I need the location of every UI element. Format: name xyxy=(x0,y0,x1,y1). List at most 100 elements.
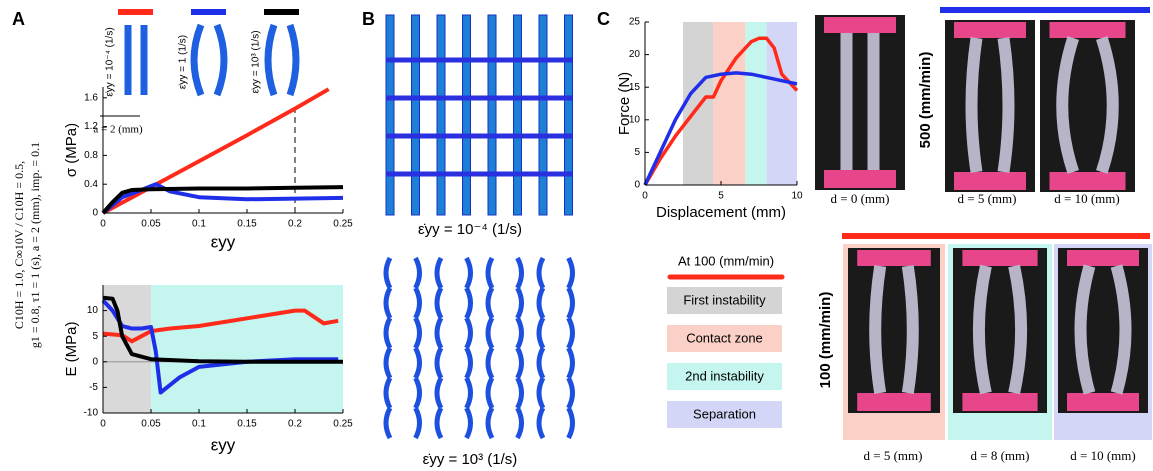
clamp xyxy=(824,170,896,188)
series-line xyxy=(102,295,343,364)
lattice-wave xyxy=(413,256,422,440)
legend-label: Contact zone xyxy=(686,330,763,345)
x-tick-label: 0 xyxy=(100,219,106,230)
beam xyxy=(1110,264,1132,395)
y-axis-label: E (MPa) xyxy=(63,321,80,376)
y-tick-label: 5 xyxy=(92,331,98,342)
beam xyxy=(997,37,1015,173)
x-tick-label: 0.25 xyxy=(333,419,353,430)
y-tick-label: 0 xyxy=(92,356,98,367)
x-axis-label: Displacement (mm) xyxy=(656,204,786,221)
photo-bg xyxy=(1058,248,1148,413)
lattice-wave xyxy=(464,256,473,440)
x-axis-label: εyy xyxy=(211,232,236,251)
lattice-strut xyxy=(564,14,573,216)
series-line xyxy=(643,71,798,186)
y-tick-label: -10 xyxy=(84,408,99,419)
inset-beam xyxy=(190,23,205,97)
lattice-wave xyxy=(536,256,546,440)
lattice-strut xyxy=(513,14,522,216)
clamp xyxy=(954,22,1026,38)
x-tick-label: 0.25 xyxy=(333,219,353,230)
legend-label: First instability xyxy=(683,292,766,307)
y-tick-label: 1.6 xyxy=(84,92,98,103)
legend-label: At 100 (mm/min) xyxy=(678,253,774,268)
y-tick-label: 15 xyxy=(629,82,641,93)
legend-box xyxy=(667,287,782,314)
legend-label: ε̇yy = 10⁻⁴ (1/s) xyxy=(105,27,116,96)
series-line xyxy=(102,308,339,344)
region xyxy=(151,285,343,413)
legend-label: ε̇yy = 1 (1/s) xyxy=(178,35,189,89)
y-tick-label: 10 xyxy=(87,305,99,316)
lattice-label: ε̇yy = 10³ (1/s) xyxy=(423,451,518,468)
x-axis-label: εyy xyxy=(211,435,236,454)
lattice-strut xyxy=(385,14,395,216)
lattice-strut xyxy=(462,14,471,216)
photo-bg xyxy=(945,20,1035,192)
legend-box xyxy=(667,401,782,428)
clamp xyxy=(954,172,1026,190)
beam xyxy=(972,264,992,395)
beam xyxy=(1008,264,1028,395)
lattice-label: ε̇yy = 10⁻⁴ (1/s) xyxy=(418,221,522,238)
x-tick-label: 5 xyxy=(718,191,724,202)
photo-caption: d = 10 (mm) xyxy=(1070,448,1135,463)
y-tick-label: 1.2 xyxy=(84,121,98,132)
x-tick-label: 0.2 xyxy=(288,219,302,230)
legend-label: Separation xyxy=(693,406,756,421)
lattice-strut xyxy=(386,57,572,63)
legend-label: ε̇yy = 10³ (1/s) xyxy=(251,30,262,93)
y-tick-label: 5 xyxy=(634,147,640,158)
y-tick-label: 25 xyxy=(629,17,641,28)
photo-caption: d = 5 (mm) xyxy=(958,191,1017,206)
lattice xyxy=(383,14,575,440)
clamp xyxy=(1067,250,1139,266)
x-tick-label: 0.05 xyxy=(141,419,161,430)
series-line xyxy=(101,185,344,215)
photo-bg xyxy=(953,248,1047,413)
lattice-wave xyxy=(515,256,524,440)
params: C10H = 1.0, C∞10V / C10H = 0.5, xyxy=(12,161,26,329)
clamp xyxy=(1067,393,1139,411)
x-tick-label: 10 xyxy=(791,191,803,202)
y-tick-label: 0.4 xyxy=(84,179,98,190)
lattice-strut xyxy=(386,95,572,101)
rate-label: 100 (mm/min) xyxy=(817,292,834,389)
clamp xyxy=(962,393,1038,411)
x-tick-label: 0.05 xyxy=(141,219,161,230)
photo xyxy=(953,248,1047,413)
y-axis-label: σ (MPa) xyxy=(63,123,80,177)
lattice-strut xyxy=(386,171,572,177)
lattice-wave xyxy=(485,256,495,440)
series-line xyxy=(643,36,799,186)
inset-beam xyxy=(264,23,278,97)
beam xyxy=(1096,36,1119,174)
panel-label: A xyxy=(12,9,25,29)
beam xyxy=(1074,264,1096,395)
photo-bg xyxy=(815,15,905,190)
y-tick-label: 0 xyxy=(92,208,98,219)
legend-label: 2nd instability xyxy=(685,368,764,383)
panel-label: C xyxy=(597,9,610,29)
photo-bg xyxy=(1040,20,1135,192)
lattice-strut xyxy=(487,14,497,216)
legend-box xyxy=(667,325,782,352)
y-tick-label: 0.8 xyxy=(84,150,98,161)
x-tick-label: 0.1 xyxy=(192,419,206,430)
x-tick-label: 0.1 xyxy=(192,219,206,230)
lattice-wave xyxy=(566,256,575,440)
y-tick-label: 20 xyxy=(629,49,641,60)
y-tick-label: 10 xyxy=(629,114,641,125)
clamp xyxy=(962,250,1038,266)
clamp xyxy=(1049,172,1126,190)
region xyxy=(766,22,797,185)
x-tick-label: 0 xyxy=(100,419,106,430)
lattice-wave xyxy=(434,256,444,440)
y-tick-label: 0 xyxy=(634,180,640,191)
photo-caption: d = 0 (mm) xyxy=(831,191,890,206)
photo-caption: d = 5 (mm) xyxy=(864,448,923,463)
beam xyxy=(869,265,887,394)
x-tick-label: 0.15 xyxy=(237,219,257,230)
